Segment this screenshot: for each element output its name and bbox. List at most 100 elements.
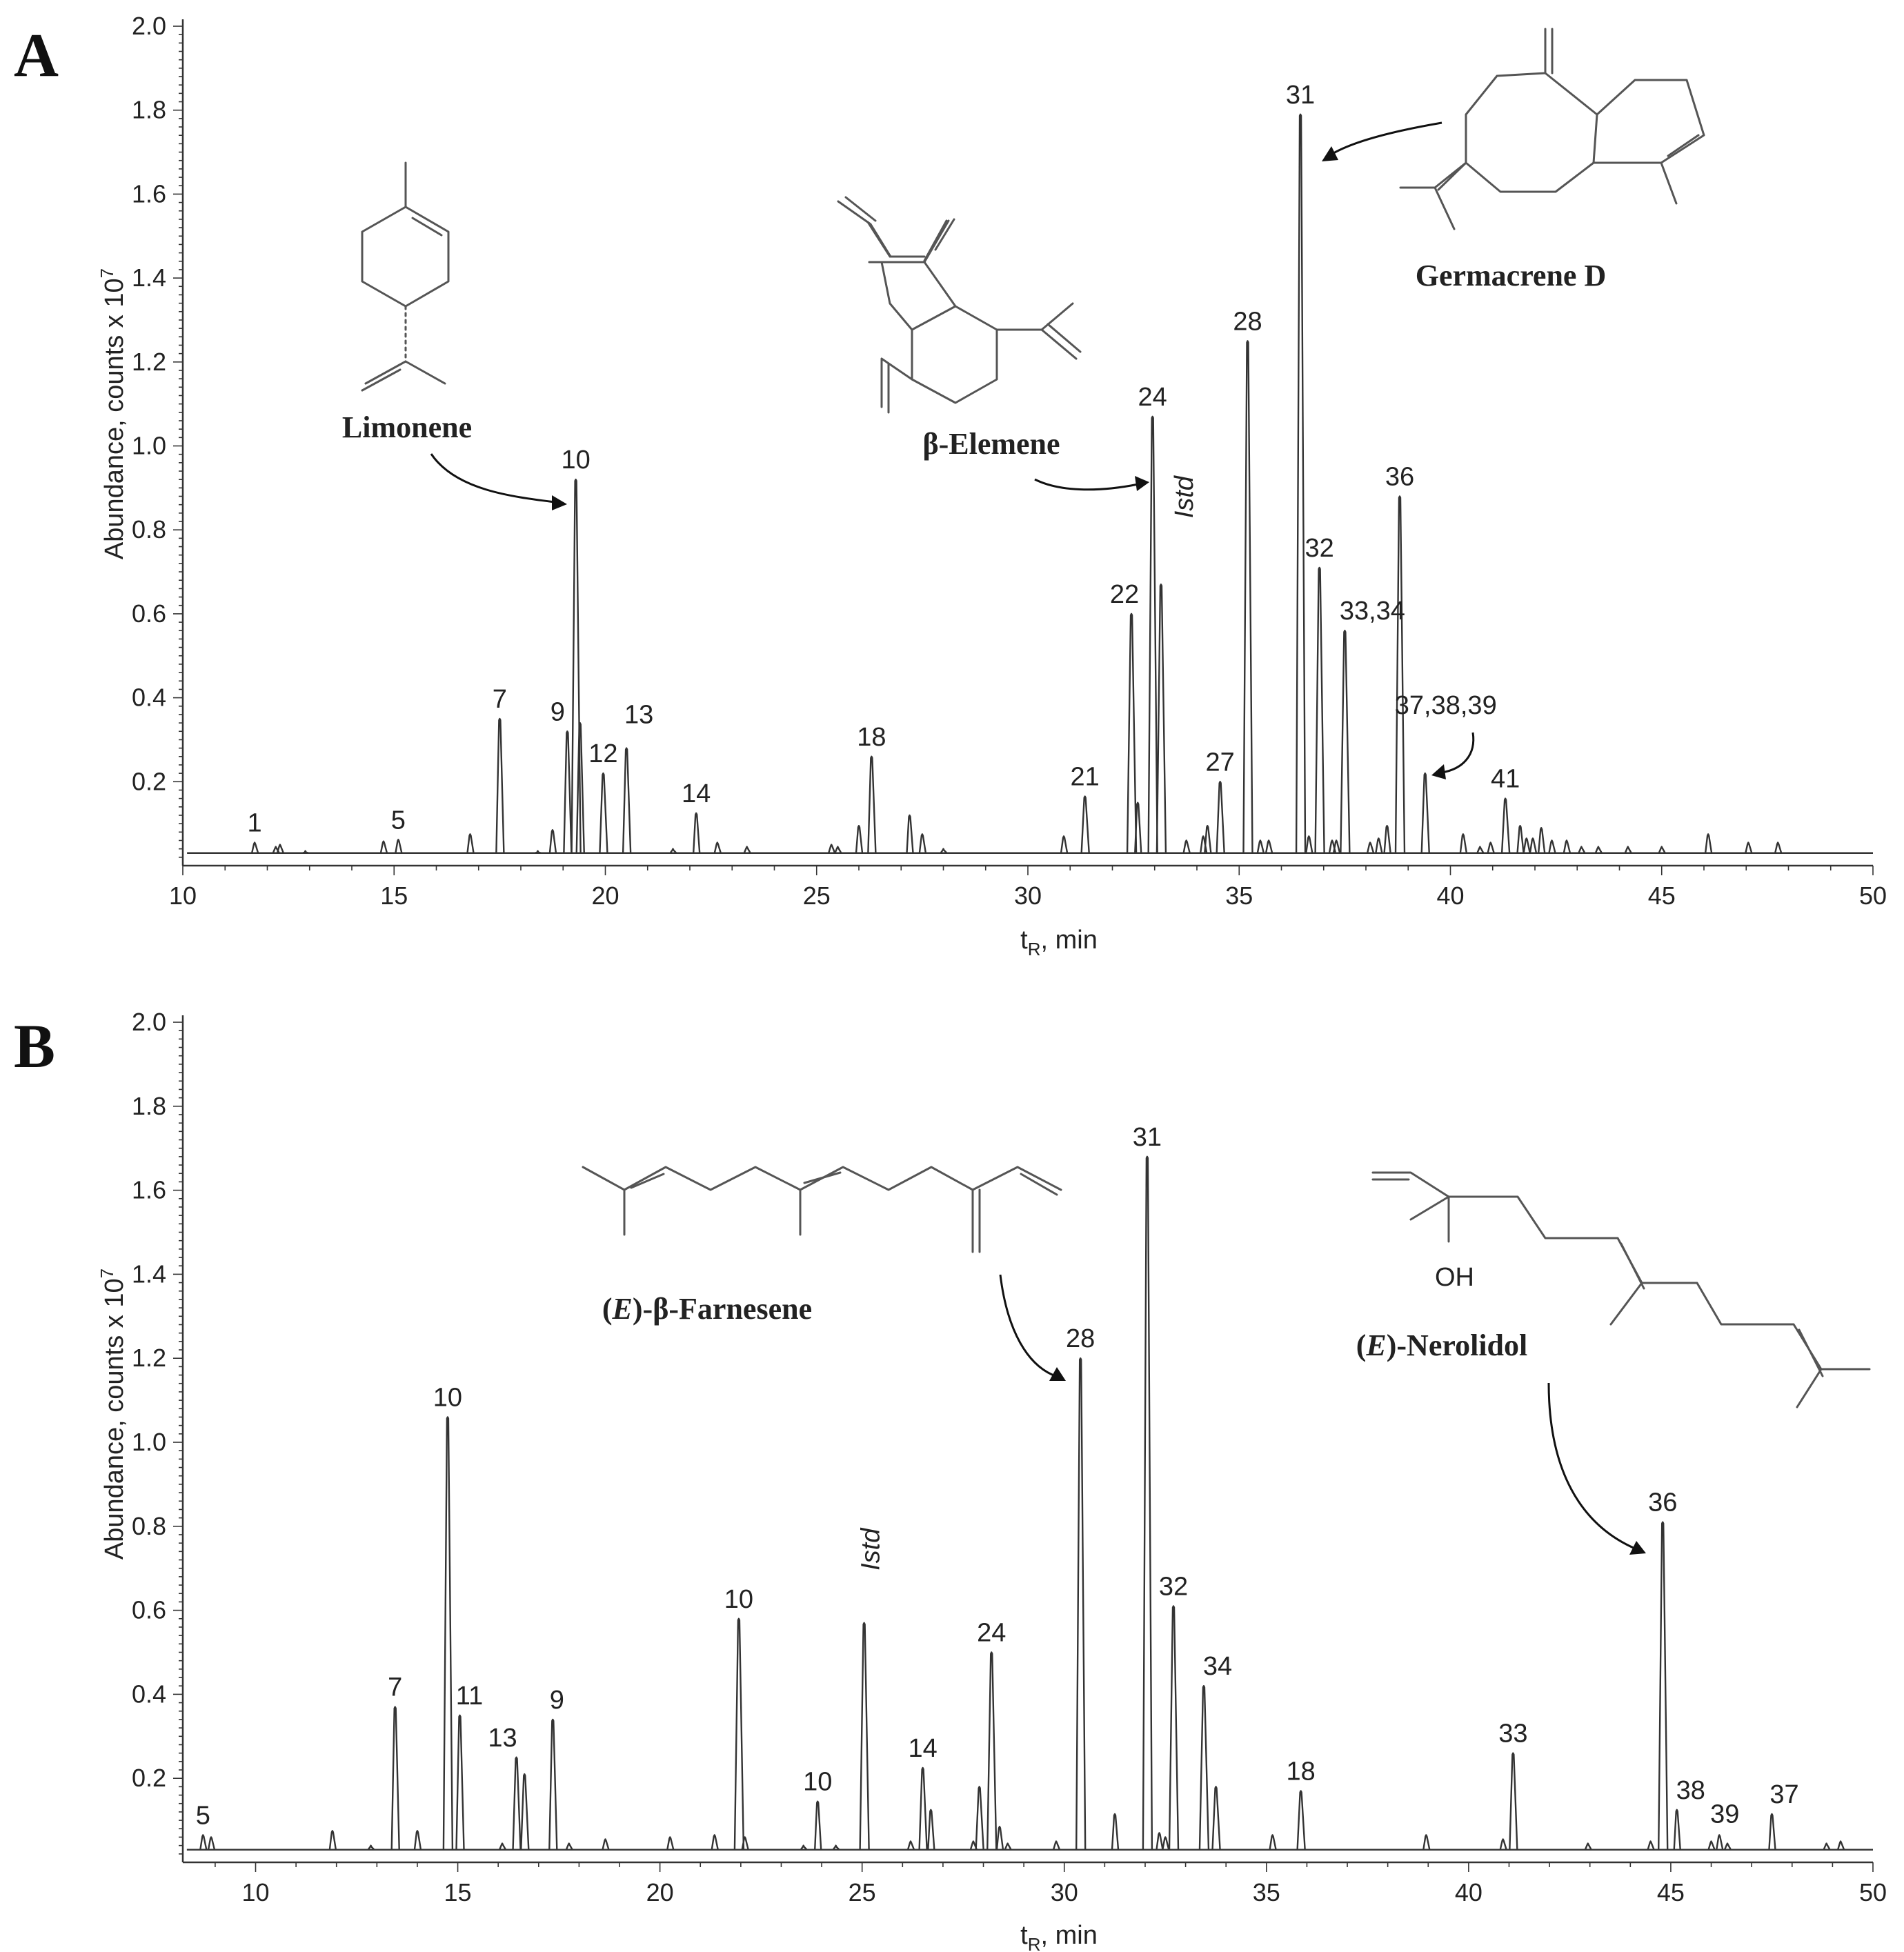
chromatogram-peak xyxy=(1529,837,1538,853)
peak-label: 14 xyxy=(682,779,711,808)
chromatogram-peak xyxy=(669,848,677,854)
chromatogram-peak xyxy=(1658,1521,1669,1850)
chromatogram-peak xyxy=(1647,1840,1655,1851)
x-tick-label: 50 xyxy=(1859,882,1887,910)
panel-b: B Abundance, counts x 107 tR, min 0.2 0.4… xyxy=(14,1008,1887,1952)
chromatogram-peak xyxy=(692,812,701,853)
peak-label: 12 xyxy=(588,739,617,768)
chromatogram-peak xyxy=(1394,495,1406,853)
panel-a-y-axis-label: Abundance, counts x 107 xyxy=(97,268,129,559)
chromatogram-peak xyxy=(563,730,573,853)
chromatogram-peak xyxy=(1111,1813,1120,1850)
chromatogram-peak xyxy=(1487,841,1495,854)
chromatogram-peak xyxy=(711,1834,719,1850)
peak-label: 10 xyxy=(724,1585,753,1614)
chromatogram-peak xyxy=(512,1756,522,1850)
chromatogram-peak xyxy=(328,1830,337,1850)
x-tick-label: 45 xyxy=(1657,1878,1685,1906)
x-tick-label: 50 xyxy=(1859,1878,1887,1906)
chromatogram-peak xyxy=(1211,1786,1221,1850)
chromatogram-peak xyxy=(1563,839,1571,854)
chromatogram-peak xyxy=(495,717,505,853)
chromatogram-peak xyxy=(666,1836,675,1851)
chromatogram-peak xyxy=(855,824,864,853)
peak-label: 36 xyxy=(1648,1488,1677,1517)
chromatogram-peak xyxy=(276,844,284,854)
e-nerolidol-structure xyxy=(1371,1171,1871,1408)
chromatogram-peak xyxy=(859,1622,870,1850)
y-tick-label: 1.6 xyxy=(132,179,166,208)
chromatogram-peak xyxy=(1126,613,1138,853)
x-tick-label: 20 xyxy=(646,1878,674,1906)
peak-label: 24 xyxy=(1138,383,1167,412)
peak-label: 10 xyxy=(433,1383,462,1412)
chromatogram-peak xyxy=(1332,839,1341,854)
panel-a-x-axis-label: tR, min xyxy=(1020,926,1098,959)
chromatogram-peak xyxy=(1134,801,1142,853)
chromatogram-peak xyxy=(906,1840,915,1851)
chromatogram-peak xyxy=(622,747,632,853)
chromatogram-peak xyxy=(599,772,608,853)
y-tick-label: 1.4 xyxy=(132,263,166,292)
peak-label: 33,34 xyxy=(1340,597,1405,626)
e-beta-farnesene-structure xyxy=(582,1166,1062,1253)
peak-label: 24 xyxy=(977,1619,1006,1648)
chromatogram-peak xyxy=(1328,839,1337,854)
chromatogram-peak xyxy=(814,1800,822,1850)
chromatogram-peak xyxy=(1509,1752,1518,1850)
chromatogram-peak xyxy=(250,841,259,854)
y-tick-label: 1.0 xyxy=(132,1428,166,1456)
y-tick-label: 0.4 xyxy=(132,1680,166,1708)
peak-label: 28 xyxy=(1233,307,1262,336)
panel-b-y-axis-label: Abundance, counts x 107 xyxy=(97,1268,129,1560)
chromatogram-peak xyxy=(1156,1832,1164,1850)
germacrene-d-label: Germacrene D xyxy=(1416,259,1607,292)
peak-label: 32 xyxy=(1159,1573,1188,1602)
chromatogram-peak xyxy=(207,1836,216,1851)
peak-label: 11 xyxy=(456,1682,483,1711)
chromatogram-peak xyxy=(1242,340,1253,853)
x-tick-label: 10 xyxy=(241,1878,269,1906)
limonene-arrow xyxy=(430,453,567,510)
peak-37-38-39-arrow xyxy=(1431,732,1475,779)
chromatogram-peak xyxy=(1383,824,1391,853)
peak-label: 18 xyxy=(1286,1757,1315,1786)
chromatogram-peak xyxy=(1704,833,1713,853)
chromatogram-peak xyxy=(1147,415,1158,853)
y-tick-label: 0.8 xyxy=(132,1512,166,1540)
y-tick-label: 1.8 xyxy=(132,1092,166,1120)
chromatogram-peak xyxy=(800,1844,808,1851)
chromatogram-peak xyxy=(918,833,927,853)
x-tick-label: 20 xyxy=(591,882,619,910)
chromatogram-peak xyxy=(1182,839,1191,854)
peak-label: 27 xyxy=(1206,748,1235,777)
beta-elemene-structure xyxy=(837,196,1082,414)
peak-label: 28 xyxy=(1066,1324,1095,1353)
beta-elemene-label: β-Elemene xyxy=(922,427,1060,461)
panel-a-axes: 0.20.40.60.81.01.21.41.61.82.010 15 20 25 30… xyxy=(132,12,1887,910)
chromatogram-peak xyxy=(1584,1842,1592,1851)
chromatogram-peak xyxy=(1594,846,1603,854)
y-tick-label: 0.6 xyxy=(132,599,166,628)
peak-label: 34 xyxy=(1203,1652,1232,1681)
panel-b-x-axis-label: tR, min xyxy=(1020,1921,1098,1952)
germacrene-d-arrow xyxy=(1322,121,1442,161)
chromatogram-peak xyxy=(1269,1834,1277,1850)
chromatogram-peak xyxy=(1707,1840,1716,1851)
chromatogram-peak xyxy=(1156,584,1167,853)
chromatogram-peak xyxy=(1768,1813,1776,1850)
y-tick-label: 1.2 xyxy=(132,348,166,376)
chromatogram-peak xyxy=(995,1826,1004,1850)
x-tick-label: 40 xyxy=(1436,882,1464,910)
chromatogram-peak xyxy=(379,840,388,854)
y-tick-label: 1.0 xyxy=(132,432,166,460)
chromatogram-peak xyxy=(1422,1834,1431,1850)
peak-label: Istd xyxy=(1170,475,1199,518)
limonene-structure xyxy=(361,161,450,392)
panel-b-axes: 0.2 0.4 0.6 0.8 1.0 1.2 1.4 1.6 1.8 2.0 10 15 20 25 30… xyxy=(132,1008,1887,1906)
chromatogram-peak xyxy=(455,1714,465,1850)
peak-label: 10 xyxy=(561,446,590,475)
y-tick-label: 1.4 xyxy=(132,1259,166,1288)
limonene-label: Limonene xyxy=(342,410,472,444)
chromatogram-peak xyxy=(1295,113,1307,853)
